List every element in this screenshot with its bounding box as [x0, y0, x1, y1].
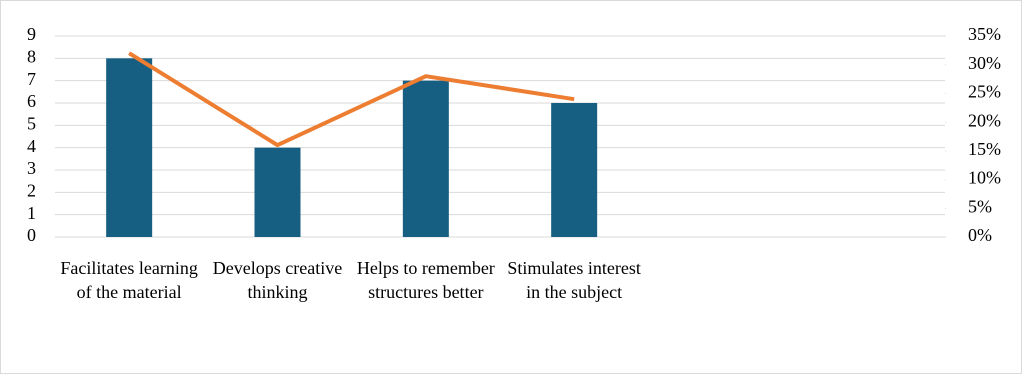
y2-tick-label: 20% — [968, 110, 1001, 130]
y2-tick-label: 10% — [968, 168, 1001, 188]
y-tick-label: 5 — [27, 113, 36, 133]
bar — [106, 58, 153, 238]
y-tick-label: 0 — [27, 225, 36, 245]
y-tick-label: 7 — [27, 69, 36, 89]
y-tick-label: 2 — [27, 180, 36, 200]
y-tick-label: 4 — [27, 136, 36, 156]
bar — [254, 147, 301, 237]
x-tick-label: Facilitates learning of the material — [60, 258, 198, 302]
y-tick-label: 1 — [27, 203, 36, 223]
y2-tick-label: 35% — [968, 24, 1001, 44]
y2-tick-label: 25% — [968, 82, 1001, 102]
bar — [402, 80, 449, 238]
x-tick-label: Helps to remember structures better — [356, 258, 495, 302]
bar — [551, 103, 598, 237]
y-tick-label: 3 — [27, 158, 36, 178]
y2-tick-label: 30% — [968, 53, 1001, 73]
line-series — [128, 51, 575, 148]
y-tick-label: 6 — [27, 91, 36, 111]
y2-tick-label: 15% — [968, 139, 1001, 159]
x-tick-label: Develops creative thinking — [212, 258, 343, 302]
y2-tick-label: 0% — [968, 225, 992, 245]
y-tick-label: 8 — [27, 46, 36, 66]
y2-tick-label: 5% — [968, 196, 992, 216]
y-tick-label: 9 — [27, 24, 36, 44]
x-tick-label: Stimulates interest in the subject — [507, 258, 641, 302]
